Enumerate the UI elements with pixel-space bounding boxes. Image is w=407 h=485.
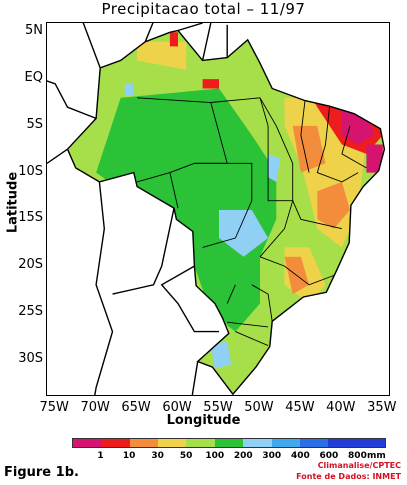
legend-label: 200: [233, 451, 253, 461]
precip-region: [219, 210, 269, 257]
state-borders: [136, 97, 367, 347]
legend-swatch: [356, 439, 385, 447]
legend-label: 30: [151, 451, 164, 461]
country-border: [47, 148, 68, 164]
credit-line-2: Fonte de Dados: INMET: [296, 472, 401, 481]
legend-label: 1: [97, 451, 104, 461]
legend-swatch: [214, 439, 244, 447]
color-legend: [72, 438, 386, 448]
state-border: [169, 172, 179, 209]
legend-label: 50: [179, 451, 193, 461]
country-border: [112, 207, 175, 295]
legend-label: 300: [262, 451, 282, 461]
x-tick-label: 70W: [80, 400, 110, 415]
y-tick-label: EQ: [24, 70, 43, 86]
precip-region: [366, 144, 383, 173]
legend-unit: mm: [367, 451, 386, 461]
legend-label: 10: [122, 451, 136, 461]
legend-swatch: [328, 439, 357, 447]
country-border: [201, 23, 212, 61]
y-tick-label: 20S: [18, 257, 43, 273]
legend-swatch: [101, 439, 130, 447]
precip-region: [268, 153, 281, 182]
y-tick-label: 5N: [25, 23, 43, 39]
legend-label: 600: [319, 451, 339, 461]
y-tick-label: 25S: [18, 303, 43, 319]
state-border: [227, 321, 269, 328]
country-border: [191, 361, 199, 395]
country-border: [144, 23, 154, 42]
country-border: [177, 23, 203, 32]
precipitation-map: [46, 22, 390, 396]
legend-swatch: [158, 439, 187, 447]
state-border: [194, 162, 253, 248]
state-border: [292, 200, 343, 230]
x-tick-label: 45W: [285, 400, 315, 415]
legend-label: 100: [205, 451, 225, 461]
legend-label: 800: [348, 451, 367, 461]
state-border: [316, 106, 359, 183]
state-border: [226, 284, 236, 304]
precip-region: [292, 125, 326, 173]
precip-region: [137, 41, 187, 70]
figure-caption: Figure 1b.: [4, 465, 79, 480]
y-tick-label: 15S: [18, 210, 43, 226]
legend-swatch: [299, 439, 329, 447]
state-border: [259, 256, 334, 286]
y-tick-label: 10S: [18, 163, 43, 179]
state-border: [251, 284, 273, 322]
country-borders: [47, 23, 386, 395]
legend-swatch: [129, 439, 159, 447]
country-border: [160, 265, 219, 333]
country-border: [94, 181, 114, 395]
legend-swatch: [186, 439, 215, 447]
country-border: [82, 23, 101, 69]
y-tick-label: 5S: [26, 116, 43, 132]
map-title: Precipitacao total – 11/97: [101, 0, 306, 18]
map-canvas: [47, 23, 386, 395]
precip-region: [124, 83, 133, 96]
y-tick-label: 30S: [18, 350, 43, 366]
legend-swatch: [271, 439, 300, 447]
precip-region: [202, 79, 219, 89]
x-tick-label: 40W: [326, 400, 356, 415]
legend-swatch: [73, 439, 102, 447]
x-tick-label: 60W: [162, 400, 192, 415]
precip-region: [317, 181, 350, 229]
credit-line-1: Climanalise/CPTEC: [317, 461, 401, 470]
precip-region: [341, 107, 375, 145]
x-tick-label: 75W: [39, 400, 69, 415]
legend-label: 400: [290, 451, 310, 461]
precip-region: [96, 88, 277, 332]
precip-region: [169, 32, 178, 47]
state-border: [341, 125, 367, 169]
x-tick-label: 35W: [367, 400, 397, 415]
state-border: [300, 100, 310, 173]
legend-swatch: [243, 439, 272, 447]
x-tick-label: 55W: [203, 400, 233, 415]
state-border: [235, 331, 269, 347]
x-axis-label: Longitude: [166, 413, 241, 428]
country-border: [47, 80, 97, 120]
precip-region: [210, 340, 232, 369]
x-tick-label: 65W: [121, 400, 151, 415]
x-tick-label: 50W: [244, 400, 274, 415]
state-border: [259, 97, 294, 201]
